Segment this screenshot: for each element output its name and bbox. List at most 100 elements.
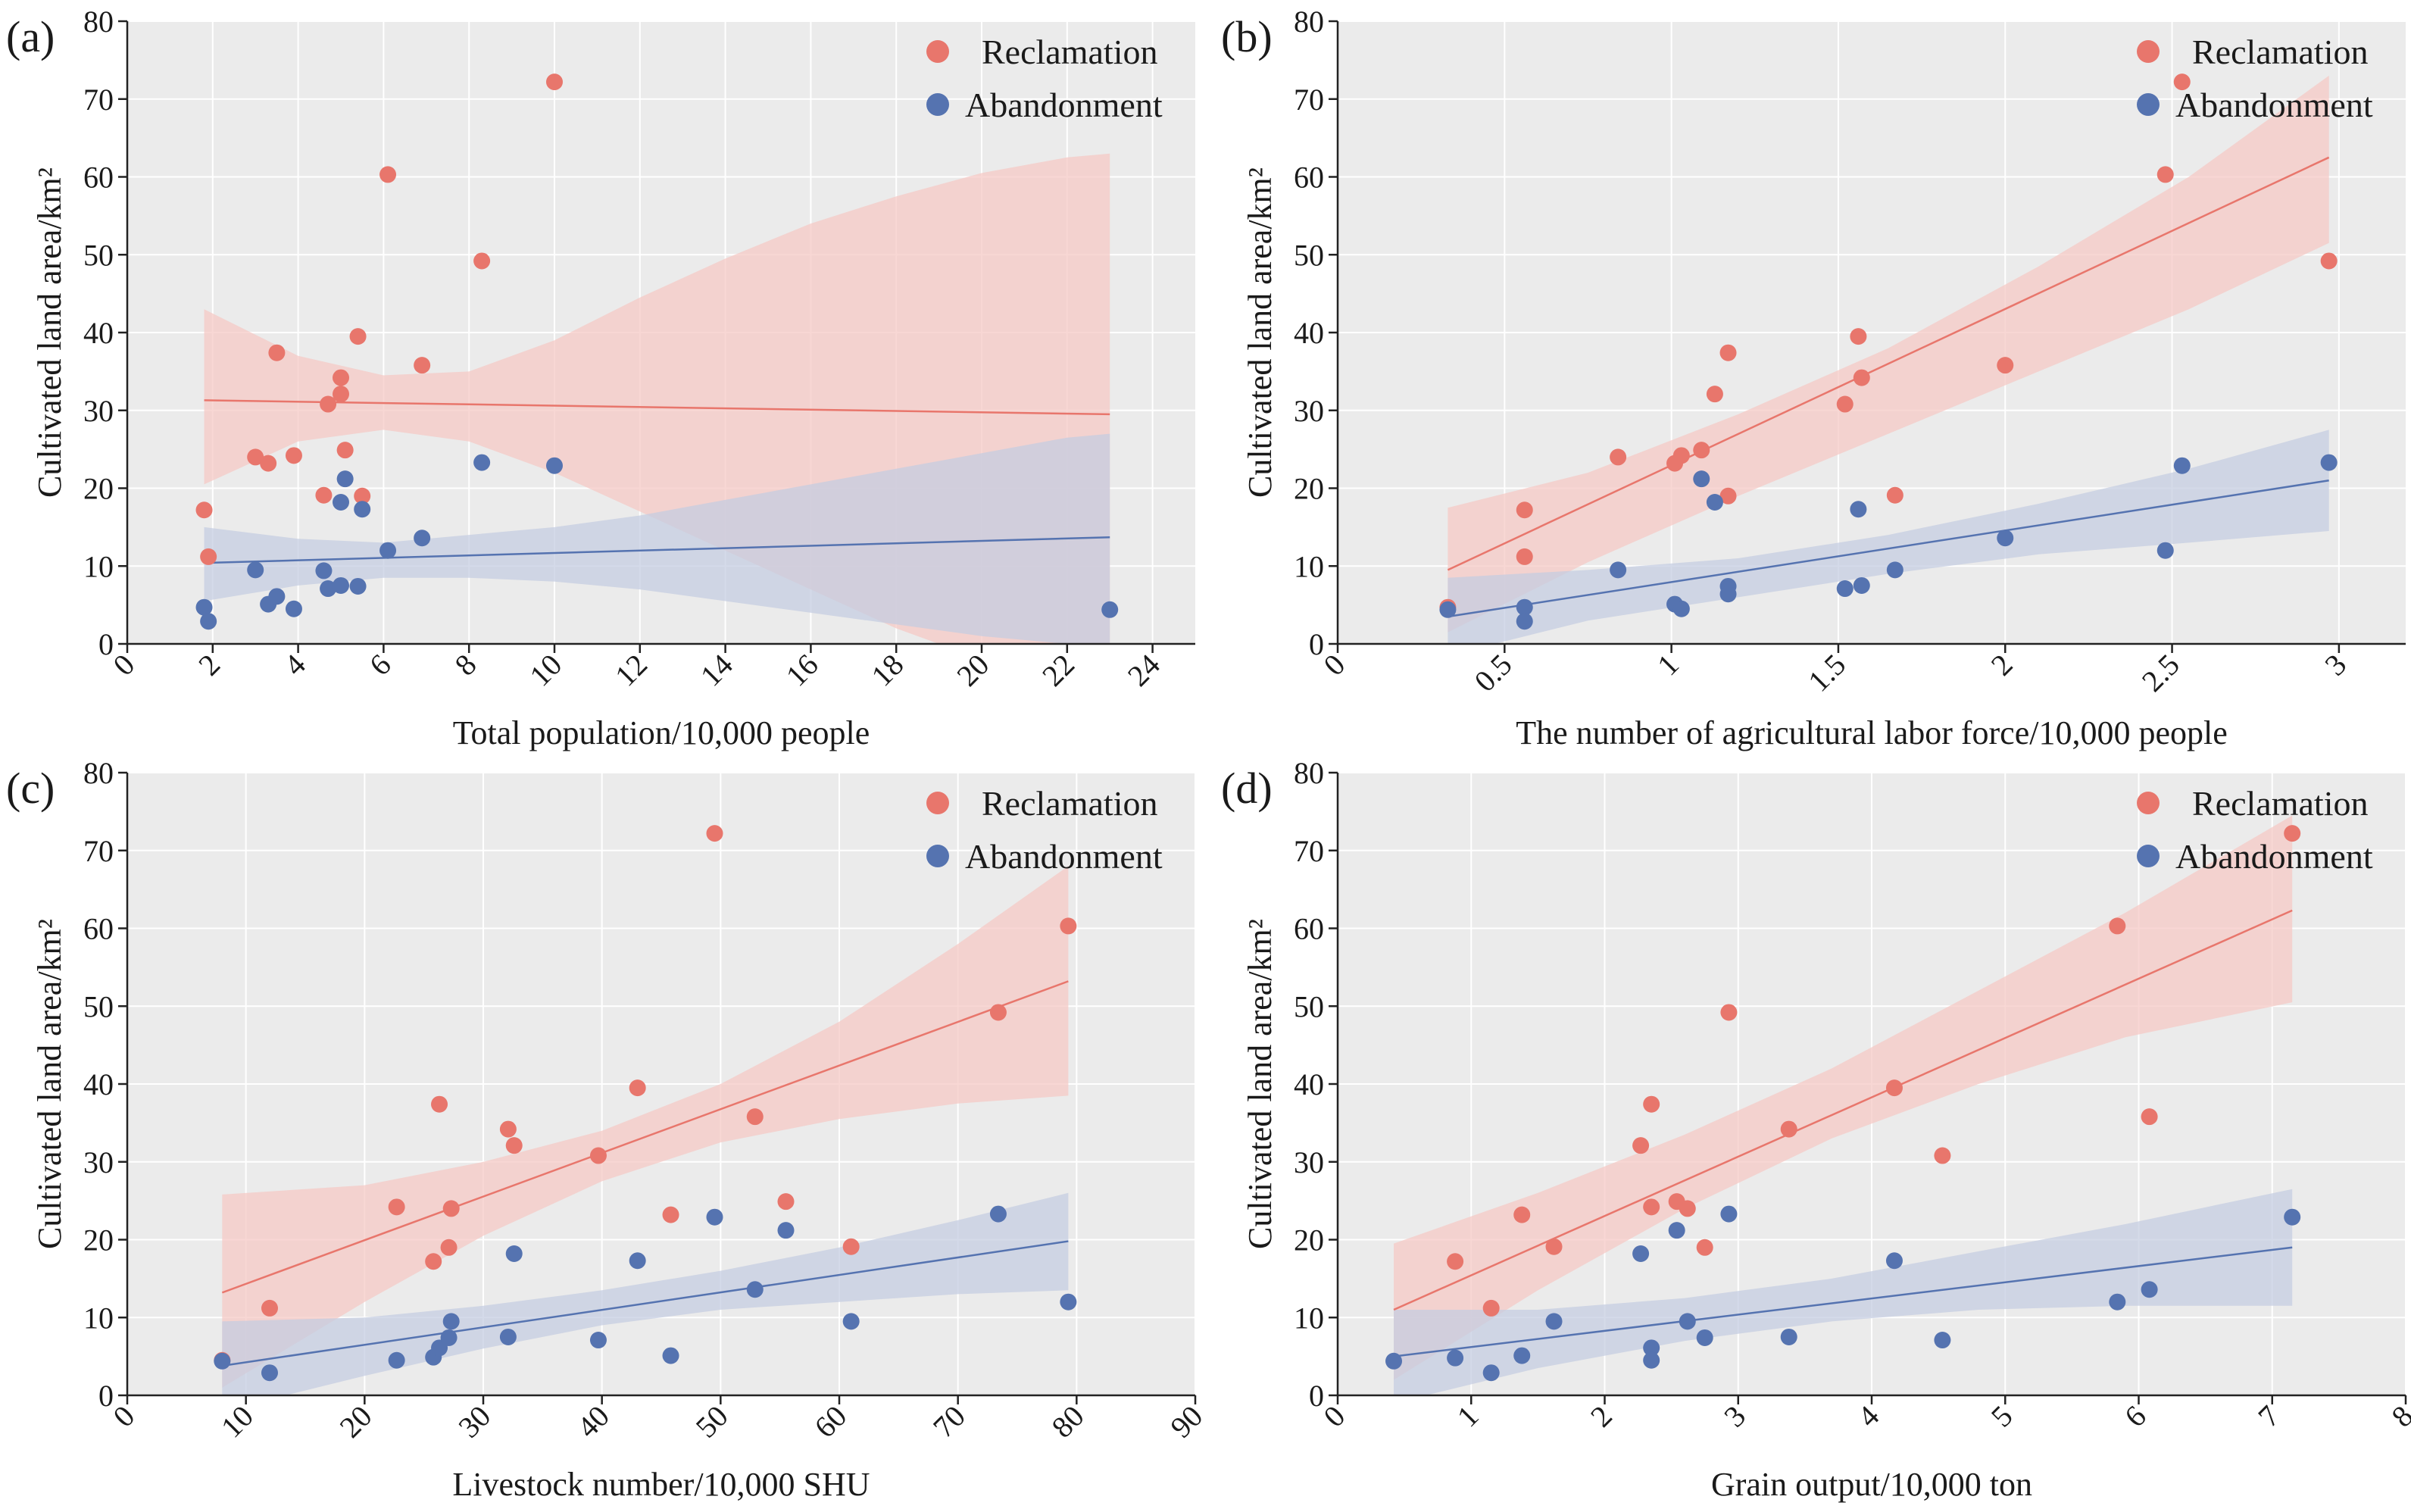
data-point-reclamation [1850,328,1867,345]
data-point-reclamation [247,448,264,466]
fit-line-reclamation [1393,909,2293,1311]
legend-label-abandonment: Abandonment [965,86,1163,124]
x-tick-label: 12 [608,648,654,693]
data-point-abandonment [1482,1364,1500,1382]
data-point-abandonment [1060,1293,1077,1311]
y-axis-title: Cultivated land area/km² [31,167,68,498]
y-tick-label: 40 [83,316,114,350]
y-tick-label: 0 [98,627,114,661]
data-point-reclamation [1719,487,1737,505]
x-tick-label: 80 [1045,1399,1091,1445]
data-point-reclamation [1706,386,1723,403]
data-point-reclamation [333,369,349,386]
y-tick-label: 40 [1294,1067,1324,1101]
data-point-abandonment [1545,1313,1563,1330]
x-tick-label: 0 [106,1399,141,1434]
x-tick-label: 2 [1584,1399,1619,1434]
chart-panel-2: 0 10 20 30 40 50 60 70 80 0 10 20 30 40 50 60 70 80 90 Live… [6,756,1209,1503]
x-tick-label: 2 [192,648,226,683]
data-point-abandonment [1516,598,1533,616]
x-tick-label: 6 [363,648,398,683]
legend-marker-reclamation [926,792,949,814]
legend-marker-reclamation [2137,40,2160,63]
y-tick-label: 60 [83,161,114,195]
x-tick-label: 90 [1163,1399,1209,1445]
data-point-reclamation [473,252,491,270]
data-point-reclamation [1632,1137,1650,1154]
data-point-abandonment [349,577,367,595]
data-point-reclamation [2109,917,2126,935]
x-tick-label: 7 [2251,1399,2286,1434]
data-point-abandonment [1610,561,1627,579]
confidence-band-abandonment [204,433,1110,644]
x-tick-label: 4 [277,648,312,683]
data-point-abandonment [589,1332,607,1349]
legend-label-reclamation: Reclamation [982,33,1157,71]
y-tick-label: 70 [1294,83,1324,117]
y-tick-label: 50 [83,989,114,1023]
data-point-reclamation [1516,548,1533,565]
y-tick-label: 30 [1294,394,1324,428]
y-tick-label: 20 [83,472,114,506]
plot-area [1393,815,2293,1395]
data-point-reclamation [1885,1079,1903,1097]
chart-panel-3: 0 10 20 30 40 50 60 70 80 0 1 2 3 4 5 6 7 8 Grain output/1… [1221,756,2411,1503]
data-point-abandonment [440,1329,458,1346]
fit-line-abandonment [204,536,1110,564]
legend-label-abandonment: Abandonment [2175,837,2373,876]
data-point-reclamation [1447,1253,1464,1270]
legend-label-abandonment: Abandonment [2175,86,2373,124]
confidence-band-abandonment [1394,1189,2293,1395]
y-axis-title: Cultivated land area/km² [1241,919,1279,1249]
y-tick-label: 40 [83,1067,114,1101]
legend-marker-reclamation [2137,792,2160,814]
data-point-reclamation [1643,1198,1660,1216]
fit-line-reclamation [204,399,1110,416]
data-point-abandonment [746,1281,764,1298]
legend-label-abandonment: Abandonment [965,837,1163,876]
legend: Reclamation Abandonment [926,784,1163,876]
data-point-reclamation [1482,1299,1500,1317]
y-tick-label: 10 [1294,1301,1324,1335]
data-point-abandonment [1836,580,1854,598]
data-point-reclamation [1720,1004,1738,1021]
data-point-abandonment [499,1328,517,1345]
x-tick-label: 1 [1651,648,1685,683]
data-point-reclamation [315,486,333,504]
data-point-abandonment [2284,1208,2301,1226]
y-tick-label: 60 [1294,161,1324,195]
legend-marker-abandonment [2137,845,2160,867]
data-point-reclamation [989,1004,1007,1021]
data-point-reclamation [1836,395,1854,413]
data-point-abandonment [247,561,264,579]
data-point-reclamation [1696,1239,1713,1256]
data-point-reclamation [842,1238,860,1255]
y-tick-label: 10 [1294,549,1324,583]
legend-label-reclamation: Reclamation [2192,784,2368,823]
data-point-reclamation [442,1200,460,1217]
data-point-abandonment [629,1252,646,1270]
y-tick-label: 20 [83,1223,114,1257]
plot-area [204,153,1110,644]
x-tick-label: 70 [926,1399,972,1445]
data-point-reclamation [195,501,213,519]
x-tick-label: 5 [1985,1399,2019,1434]
data-point-reclamation [1780,1120,1797,1138]
data-point-abandonment [842,1313,860,1330]
data-point-reclamation [629,1079,646,1097]
confidence-band-reclamation [1448,75,2329,633]
data-point-abandonment [1696,1329,1713,1346]
x-tick-label: 24 [1121,648,1166,693]
data-point-reclamation [354,487,371,505]
data-point-abandonment [1101,601,1119,618]
x-tick-label: 40 [570,1399,616,1445]
data-point-reclamation [662,1206,679,1223]
data-point-reclamation [333,386,349,403]
data-point-abandonment [2109,1293,2126,1311]
x-tick-label: 4 [1850,1399,1885,1434]
y-tick-label: 80 [83,756,114,790]
data-point-abandonment [1668,1222,1685,1239]
panel-label: (c) [6,764,55,813]
y-tick-label: 70 [1294,834,1324,868]
x-tick-label: 0 [1316,1399,1351,1434]
